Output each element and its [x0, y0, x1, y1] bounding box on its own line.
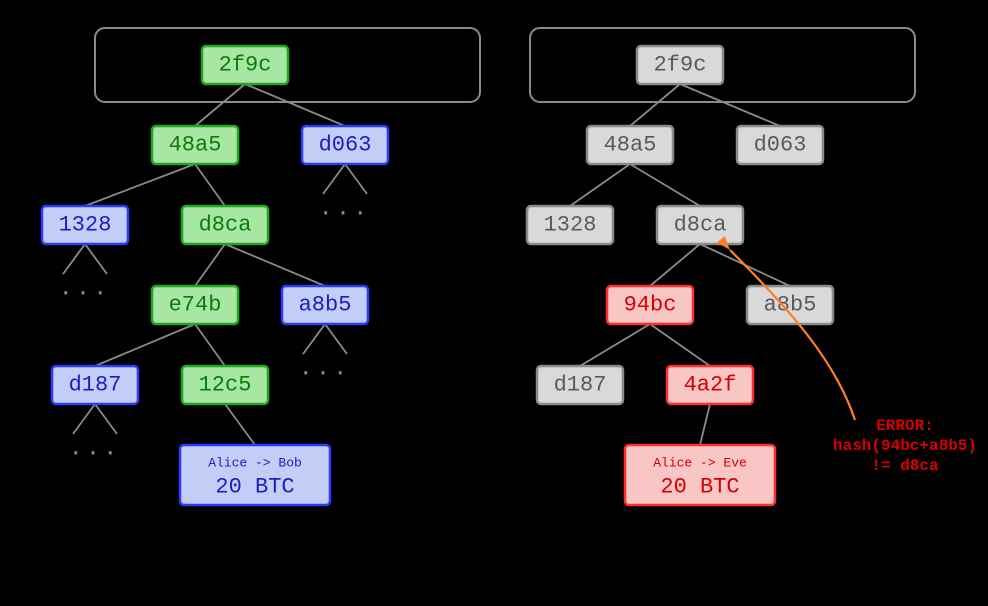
- ellipsis: ...: [59, 276, 111, 301]
- hash-node-label: 48a5: [604, 133, 657, 158]
- tree-edge-stub: [323, 164, 345, 194]
- tree-edge: [95, 324, 195, 366]
- tree-edge: [225, 404, 255, 445]
- tree-edge: [650, 324, 710, 366]
- hash-node-label: 1328: [544, 213, 597, 238]
- hash-node-label: e74b: [169, 293, 222, 318]
- tree-edge: [225, 244, 325, 286]
- ellipsis: ...: [319, 196, 371, 221]
- hash-node-label: d063: [754, 133, 807, 158]
- tree-edge-stub: [63, 244, 85, 274]
- tree-edge: [85, 164, 195, 206]
- tree-edge: [580, 324, 650, 366]
- hash-node-label: d063: [319, 133, 372, 158]
- tree: 2f9c48a5d0631328d8ca94bca8b5d1874a2fAlic…: [527, 28, 915, 505]
- hash-node-label: 2f9c: [654, 53, 707, 78]
- hash-node-label: d8ca: [199, 213, 252, 238]
- hash-node-label: 1328: [59, 213, 112, 238]
- hash-node-label: 4a2f: [684, 373, 737, 398]
- tree-edge: [195, 244, 225, 286]
- hash-node-label: d187: [69, 373, 122, 398]
- error-text-line: ERROR:: [876, 417, 934, 435]
- hash-node-label: d8ca: [674, 213, 727, 238]
- tree-edge: [195, 164, 225, 206]
- tree-edge: [650, 244, 700, 286]
- error-text-line: != d8ca: [871, 457, 939, 475]
- transaction-line1: Alice -> Bob: [208, 456, 302, 471]
- tree-edge: [700, 404, 710, 445]
- tree-edge-stub: [345, 164, 367, 194]
- tree: ............ 2f9c 48a5 d063 1328 d8ca e74b a8b5…: [42, 28, 480, 505]
- tree-edge-stub: [73, 404, 95, 434]
- error-text-line: hash(94bc+a8b5): [833, 437, 977, 455]
- tree-edge: [570, 164, 630, 206]
- tree-edge: [680, 84, 780, 126]
- hash-node-label: 12c5: [199, 373, 252, 398]
- transaction-line2: 20 BTC: [215, 475, 294, 500]
- tree-edge-stub: [303, 324, 325, 354]
- tree-edge-stub: [85, 244, 107, 274]
- tree-edge-stub: [95, 404, 117, 434]
- merkle-tree-diagram: ............ 2f9c 48a5 d063 1328 d8ca e74b a8b5…: [0, 0, 988, 606]
- tree-edge: [195, 84, 245, 126]
- transaction-line2: 20 BTC: [660, 475, 739, 500]
- transaction-line1: Alice -> Eve: [653, 456, 747, 471]
- hash-node-label: 48a5: [169, 133, 222, 158]
- hash-node-label: a8b5: [299, 293, 352, 318]
- tree-edge: [195, 324, 225, 366]
- error-annotation: ERROR: hash(94bc+a8b5) != d8ca: [717, 236, 977, 475]
- tree-edge: [630, 164, 700, 206]
- ellipsis: ...: [69, 436, 121, 461]
- tree-edge-stub: [325, 324, 347, 354]
- ellipsis: ...: [299, 356, 351, 381]
- tree-edge: [245, 84, 345, 126]
- hash-node-label: d187: [554, 373, 607, 398]
- hash-node-label: 2f9c: [219, 53, 272, 78]
- tree-edge: [630, 84, 680, 126]
- hash-node-label: 94bc: [624, 293, 677, 318]
